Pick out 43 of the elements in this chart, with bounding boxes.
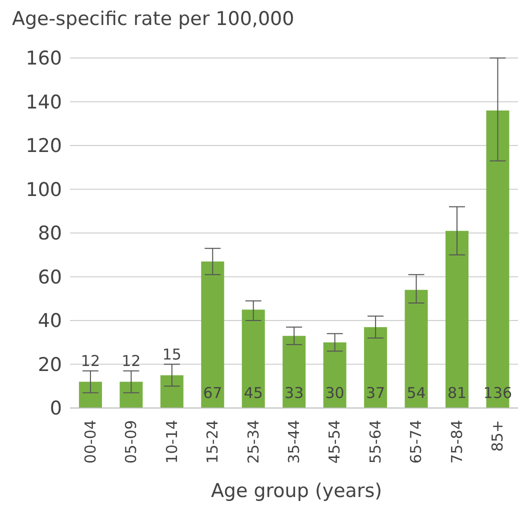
data-label: 54 — [406, 384, 426, 402]
chart-title: Age-specific rate per 100,000 — [12, 8, 294, 30]
x-tick-label: 10-14 — [162, 420, 181, 464]
y-tick-label: 60 — [38, 266, 62, 288]
data-label: 81 — [447, 384, 467, 402]
bar — [78, 382, 102, 408]
data-label: 45 — [244, 384, 263, 402]
x-tick-label: 35-44 — [285, 420, 303, 464]
y-tick-label: 100 — [26, 178, 62, 201]
bar — [404, 290, 428, 408]
y-tick-label: 80 — [38, 222, 62, 245]
y-tick-label: 20 — [38, 354, 62, 376]
x-tick-label: 75-84 — [448, 420, 466, 464]
bar — [201, 261, 224, 408]
data-label: 15 — [162, 345, 182, 364]
bar — [242, 310, 265, 408]
x-tick-label: 00-04 — [81, 420, 100, 464]
x-tick-label: 25-34 — [244, 420, 262, 464]
bar — [120, 382, 143, 408]
x-axis-title: Age group (years) — [210, 480, 384, 502]
x-tick-label: 55-64 — [366, 420, 384, 464]
x-tick-label: 45-54 — [326, 420, 344, 464]
data-label: 12 — [122, 352, 141, 370]
data-label: 33 — [284, 384, 304, 402]
data-label: 67 — [203, 384, 222, 402]
data-label: 12 — [80, 352, 100, 370]
bar — [486, 110, 510, 408]
y-tick-label: 40 — [38, 310, 62, 332]
y-tick-label: 0 — [50, 398, 62, 420]
bar — [323, 342, 346, 408]
x-tick-label: 05-09 — [122, 420, 140, 464]
y-tick-label: 160 — [26, 48, 62, 70]
bar — [160, 375, 184, 408]
data-label: 37 — [366, 384, 386, 402]
y-tick-label: 120 — [26, 135, 62, 158]
data-label: 30 — [325, 384, 344, 402]
x-tick-label: 65-74 — [407, 420, 426, 464]
x-tick-label: 15-24 — [204, 420, 222, 464]
bar — [282, 336, 306, 408]
bar — [446, 230, 469, 408]
bar — [364, 327, 388, 408]
x-tick-label: 85+ — [488, 420, 507, 452]
y-tick-label: 140 — [26, 91, 62, 114]
